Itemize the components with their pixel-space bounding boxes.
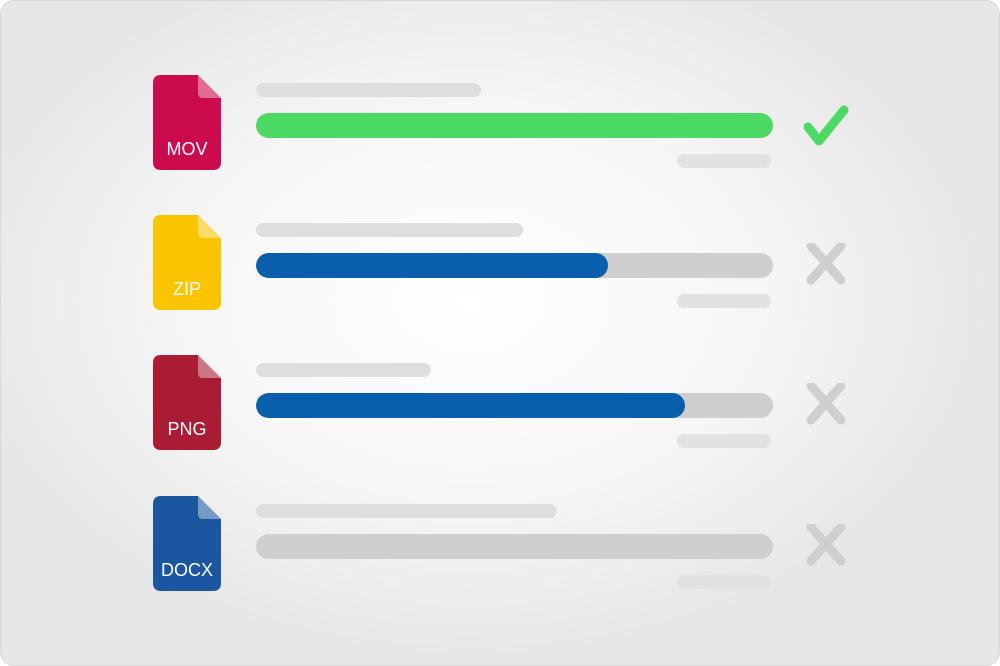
file-extension-label: PNG [167, 419, 207, 439]
file-extension-label: DOCX [160, 560, 213, 580]
cancel-x-icon[interactable] [801, 522, 851, 568]
file-extension-label: MOV [166, 139, 208, 159]
upload-row-png: PNG [1, 355, 1000, 451]
cancel-x-icon[interactable] [801, 381, 851, 427]
check-icon [801, 103, 851, 147]
filename-placeholder [256, 223, 523, 237]
upload-row-docx: DOCX [1, 496, 1000, 592]
size-placeholder [677, 294, 771, 308]
size-placeholder [677, 154, 771, 168]
upload-row-zip: ZIP [1, 215, 1000, 311]
size-placeholder [677, 575, 771, 589]
file-icon-png: PNG [153, 355, 221, 450]
upload-row-mov: MOV [1, 75, 1000, 171]
file-extension-label: ZIP [172, 279, 201, 299]
cancel-x-icon[interactable] [801, 241, 851, 287]
filename-placeholder [256, 83, 481, 97]
progress-fill [256, 393, 686, 418]
progress-fill [256, 113, 773, 138]
filename-placeholder [256, 363, 431, 377]
size-placeholder [677, 434, 771, 448]
progress-bar [256, 534, 773, 559]
progress-bar [256, 393, 773, 418]
progress-fill [256, 253, 608, 278]
progress-bar [256, 253, 773, 278]
progress-bar [256, 113, 773, 138]
filename-placeholder [256, 504, 557, 518]
file-icon-mov: MOV [153, 75, 221, 170]
file-icon-docx: DOCX [153, 496, 221, 591]
file-icon-zip: ZIP [153, 215, 221, 310]
